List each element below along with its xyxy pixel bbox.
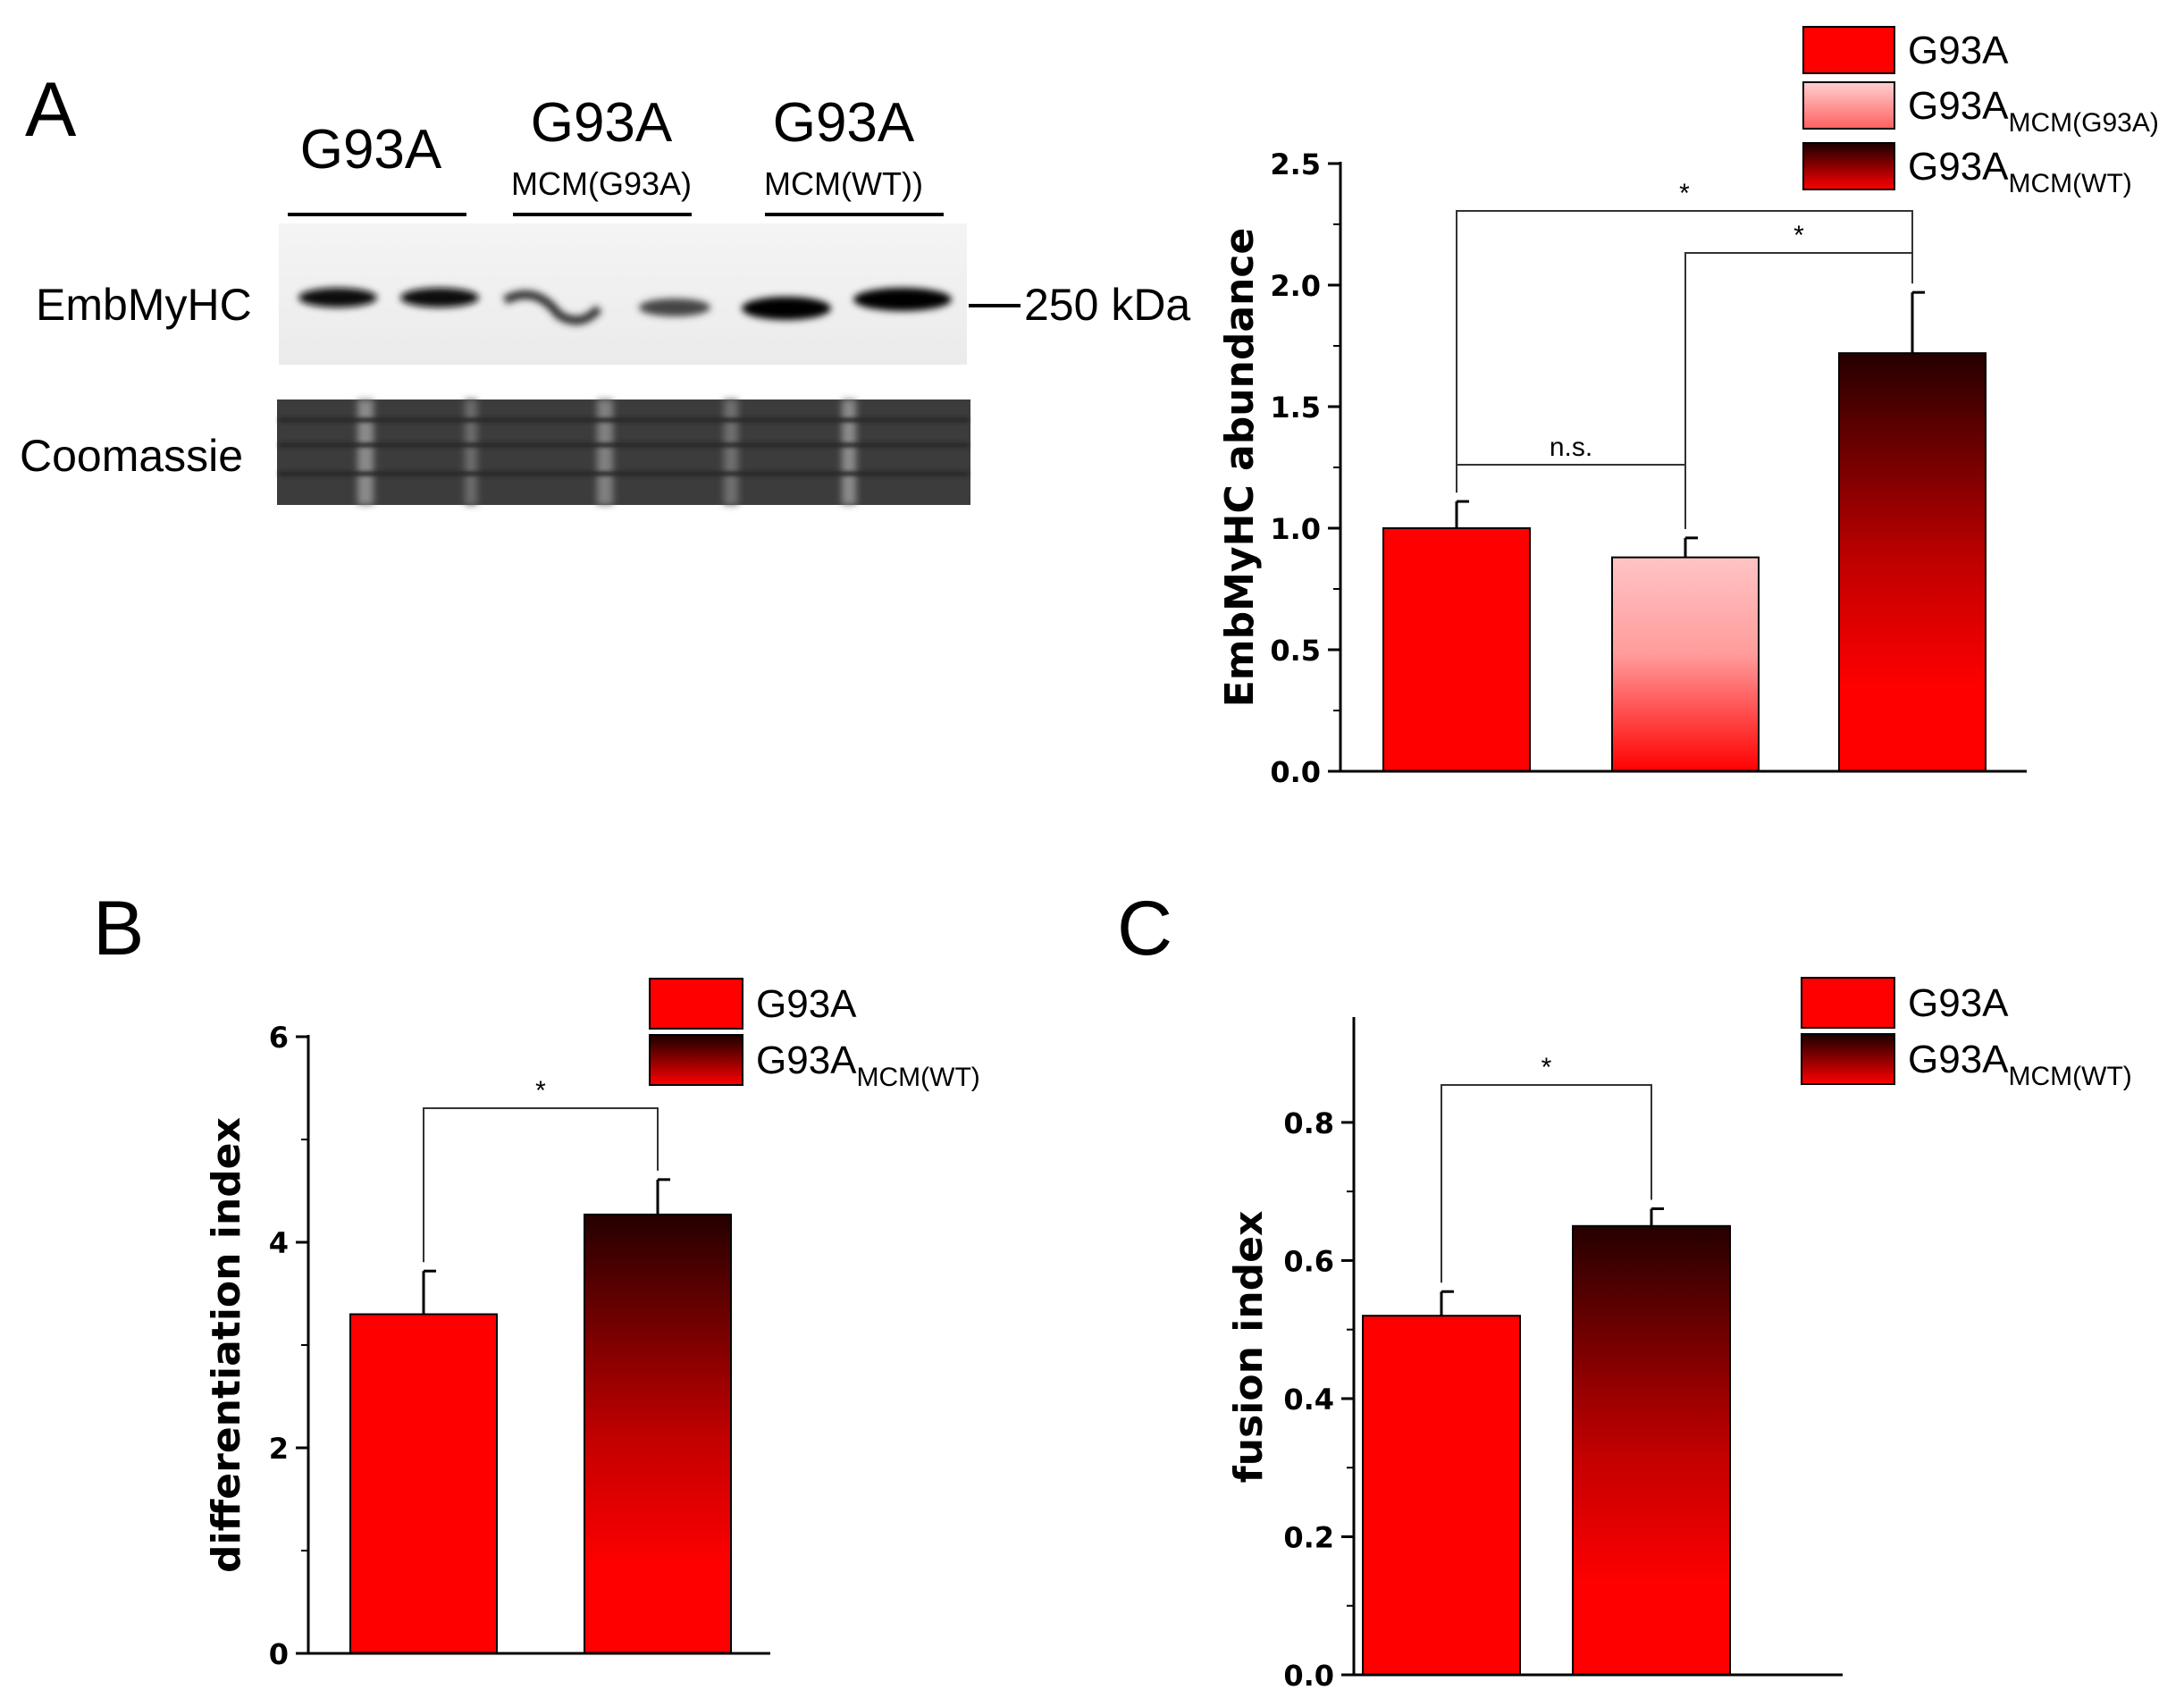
significance-label-3: n.s. [1550, 433, 1592, 462]
lane-2-title: G93A [531, 92, 673, 154]
significance-bracket-1 [1456, 210, 1913, 493]
legend-label-sub-2: MCM(G93A) [2009, 108, 2159, 138]
legend-label-main-2: G93A [1908, 1038, 2009, 1081]
panel-letter-b: B [93, 886, 144, 971]
legend-label-sub-2: MCM(WT) [857, 1063, 980, 1092]
y-axis-label: differentiation index [204, 1117, 249, 1573]
bar-1 [349, 1313, 498, 1654]
bar-1 [1382, 527, 1531, 772]
legend-label-2: G93AMCM(WT) [756, 1038, 980, 1092]
row-label-embmyhc: EmbMyHC [36, 280, 252, 330]
chart-embmyhc-abundance: 0.0 0.5 1.0 1.5 2.0 2.5 EmbMyHC abundance * * n.s… [1217, 26, 2159, 789]
y-tick-label-1: 2 [269, 1432, 289, 1466]
coomassie-blot [277, 399, 970, 505]
bar-2 [584, 1213, 732, 1654]
legend-label-1: G93A [1908, 29, 2009, 72]
panel-letter-a: A [25, 67, 77, 153]
y-tick-label-3: 0.6 [1283, 1244, 1334, 1278]
y-tick-label-2: 1.0 [1270, 512, 1321, 546]
significance-label-1: * [1541, 1053, 1552, 1082]
legend-label-2: G93AMCM(WT) [1908, 1038, 2132, 1091]
significance-bracket-2 [1684, 252, 1913, 529]
legend-swatch-2 [1801, 1033, 1895, 1085]
legend-label-main-1: G93A [1908, 29, 2009, 72]
legend-label-main-1: G93A [756, 982, 857, 1026]
significance-bracket-1 [1441, 1084, 1652, 1283]
legend-label-2: G93AMCM(G93A) [1908, 84, 2159, 138]
y-tick-label-2: 0.4 [1283, 1383, 1334, 1417]
significance-bracket-3 [1456, 464, 1686, 529]
y-tick-label-4: 2.0 [1270, 269, 1321, 303]
legend-label-main-2: G93A [756, 1038, 857, 1082]
y-axis-label: EmbMyHC abundance [1217, 228, 1263, 708]
bar-2 [1572, 1224, 1731, 1676]
legend-label-3: G93AMCM(WT) [1908, 145, 2132, 198]
embmyhc-bands [298, 288, 952, 325]
row-label-coomassie: Coomassie [20, 431, 243, 481]
western-blot: A G93A G93A MCM(G93A) G93A MCM(WT)) EmbM… [20, 67, 1190, 505]
significance-label-1: * [535, 1076, 546, 1106]
y-tick-label-3: 6 [269, 1021, 289, 1055]
significance-label-2: * [1793, 221, 1804, 250]
bar-1 [1362, 1315, 1521, 1676]
y-tick-label-1: 0.5 [1270, 634, 1321, 668]
legend-label-sub-3: MCM(WT) [2009, 169, 2132, 198]
marker-label: 250 kDa [1024, 280, 1190, 330]
lane-2-subtitle: MCM(G93A) [511, 165, 692, 202]
lane-1-title: G93A [300, 119, 442, 181]
legend-swatch-3 [1802, 142, 1895, 190]
y-tick-label-0: 0.0 [1283, 1659, 1334, 1693]
legend-label-1: G93A [756, 982, 857, 1026]
legend-swatch-1 [1802, 26, 1895, 74]
legend-swatch-2 [649, 1034, 743, 1086]
y-tick-label-1: 0.2 [1283, 1520, 1334, 1554]
legend-swatch-1 [1801, 977, 1895, 1029]
legend-label-main-2: G93A [1908, 84, 2009, 128]
y-axis-label: fusion index [1226, 1211, 1272, 1484]
significance-label-1: * [1679, 179, 1690, 208]
y-tick-label-4: 0.8 [1283, 1106, 1334, 1140]
legend-label-1: G93A [1908, 981, 2009, 1025]
lane-3-subtitle: MCM(WT)) [764, 165, 923, 202]
bar-3 [1838, 352, 1987, 772]
legend-label-main-1: G93A [1908, 981, 2009, 1025]
y-tick-label-3: 1.5 [1270, 391, 1321, 425]
legend-label-sub-2: MCM(WT) [2009, 1062, 2132, 1091]
y-tick-label-2: 4 [269, 1226, 289, 1260]
y-tick-label-5: 2.5 [1270, 147, 1321, 181]
panel-letter-c: C [1117, 886, 1172, 971]
legend-label-main-3: G93A [1908, 145, 2009, 189]
y-tick-label-0: 0.0 [1270, 755, 1321, 789]
lane-3-title: G93A [773, 92, 915, 154]
legend-swatch-1 [649, 978, 743, 1030]
y-tick-label-0: 0 [269, 1637, 289, 1671]
legend-swatch-2 [1802, 81, 1895, 130]
significance-bracket-1 [423, 1107, 659, 1263]
bar-2 [1611, 556, 1760, 773]
embmyhc-blot-strip [279, 223, 967, 365]
